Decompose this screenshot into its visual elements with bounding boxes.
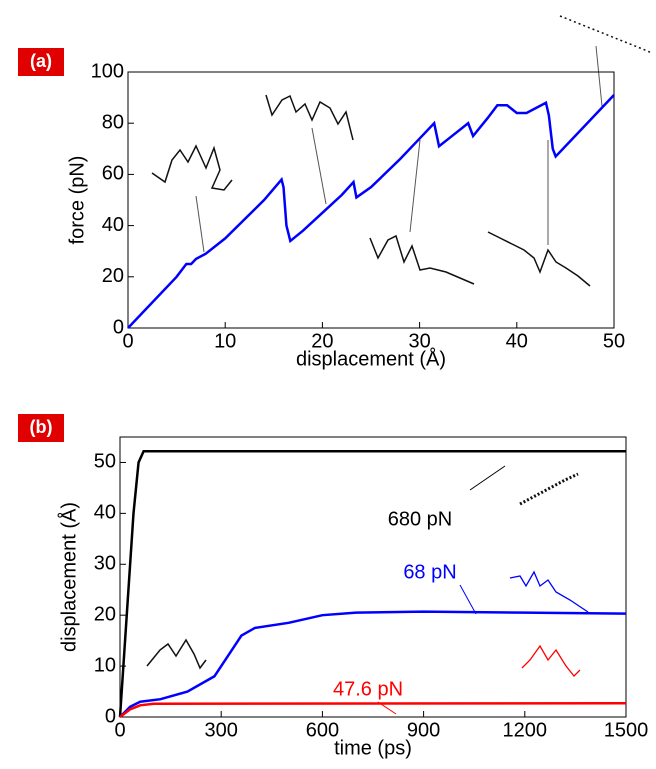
y-tick-label: 10 — [94, 654, 116, 676]
x-tick-label: 40 — [506, 330, 528, 352]
data-line — [119, 610, 627, 718]
y-tick-label: 40 — [94, 502, 116, 524]
panel-badge — [18, 414, 64, 442]
x-tick-label: 600 — [306, 719, 339, 741]
y-axis-label: force (pN) — [66, 156, 88, 245]
y-tick-label: 40 — [102, 214, 124, 236]
plot-frame — [127, 71, 615, 329]
panel-label: (a) — [30, 51, 52, 71]
plot-frame — [119, 436, 627, 718]
panel-badge — [18, 48, 64, 76]
y-tick-label: 0 — [113, 316, 124, 338]
y-tick-label: 0 — [105, 705, 116, 727]
polymer-sketches — [146, 15, 653, 677]
label-arrow — [469, 465, 506, 491]
x-tick-label: 900 — [407, 719, 440, 741]
x-tick-label: 300 — [205, 719, 238, 741]
x-tick-label: 50 — [603, 330, 625, 352]
x-tick-label: 20 — [311, 330, 333, 352]
x-axis-label: displacement (Å) — [296, 347, 446, 370]
y-tick-label: 60 — [102, 163, 124, 185]
y-tick-label: 20 — [94, 603, 116, 625]
y-tick-label: 50 — [94, 451, 116, 473]
series-label: 47.6 pN — [333, 678, 403, 700]
label-arrow — [377, 701, 397, 715]
y-axis-label: displacement (Å) — [57, 502, 80, 652]
x-tick-label: 1200 — [503, 719, 548, 741]
label-arrow — [459, 584, 477, 615]
x-tick-label: 0 — [122, 330, 133, 352]
y-tick-label: 20 — [102, 265, 124, 287]
data-line — [127, 94, 615, 329]
x-tick-label: 10 — [214, 330, 236, 352]
y-tick-label: 30 — [94, 553, 116, 575]
y-tick-label: 100 — [91, 60, 124, 82]
y-tick-label: 80 — [102, 111, 124, 133]
x-tick-label: 0 — [114, 719, 125, 741]
data-line — [118, 450, 626, 718]
data-line — [119, 702, 627, 718]
panel-label: (b) — [30, 417, 53, 437]
series-label: 68 pN — [403, 561, 456, 583]
series-label: 680 pN — [388, 508, 453, 530]
x-axis-label: time (ps) — [334, 737, 412, 759]
x-tick-label: 1500 — [604, 719, 649, 741]
x-tick-label: 30 — [408, 330, 430, 352]
